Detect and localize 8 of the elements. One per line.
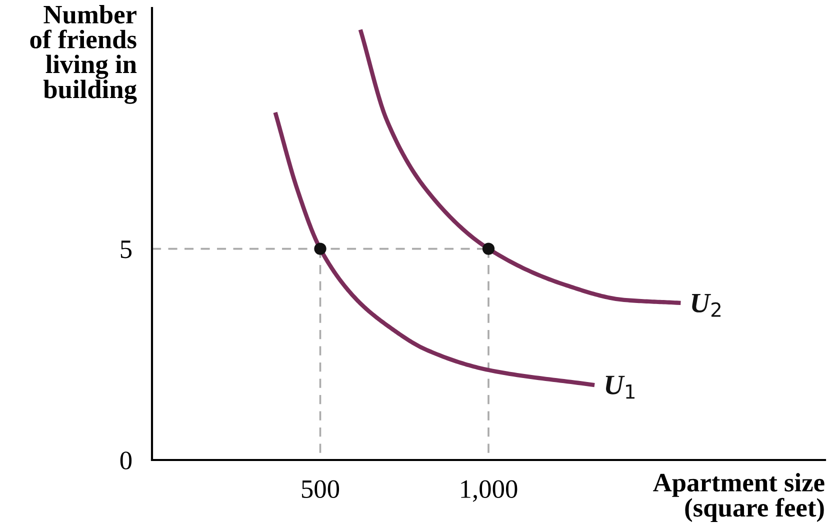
x-axis-title: Apartment size (square feet) [653, 473, 824, 522]
y-axis-title: Number of friends living in building [30, 5, 137, 104]
x-tick-label: 500 [302, 480, 340, 498]
y-tick-label: 5 [120, 240, 132, 258]
series-label: U$_{2}$ [692, 294, 720, 317]
series-label: U$_{1}$ [606, 376, 634, 399]
y-tick-label: 0 [120, 452, 132, 470]
x-tick-label: 1,000 [461, 480, 518, 502]
